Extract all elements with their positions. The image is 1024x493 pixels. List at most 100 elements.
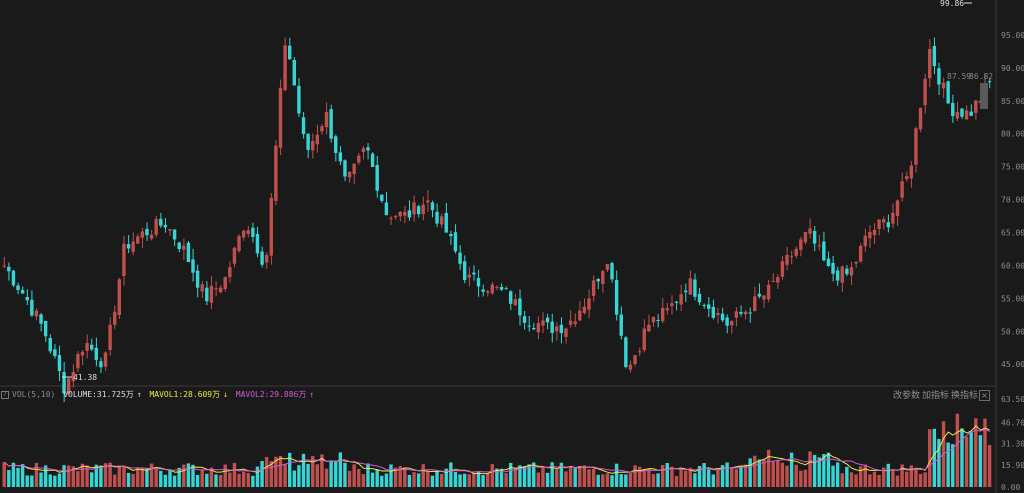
candle-body[interactable] <box>799 239 803 250</box>
candle-body[interactable] <box>730 321 734 326</box>
candle-body[interactable] <box>283 45 287 91</box>
candle-body[interactable] <box>2 265 6 267</box>
candle-body[interactable] <box>444 212 448 233</box>
volume-bar[interactable] <box>946 442 950 487</box>
candle-body[interactable] <box>195 270 200 288</box>
candle-body[interactable] <box>357 155 361 163</box>
volume-bar[interactable] <box>522 466 527 487</box>
candle-body[interactable] <box>366 147 370 151</box>
candle-body[interactable] <box>822 241 826 261</box>
volume-bar[interactable] <box>25 475 29 487</box>
candle-body[interactable] <box>34 310 39 317</box>
volume-bar[interactable] <box>292 470 296 487</box>
candle-body[interactable] <box>113 311 117 325</box>
candle-body[interactable] <box>665 308 669 311</box>
volume-bar[interactable] <box>601 474 605 487</box>
candle-body[interactable] <box>835 270 840 281</box>
candle-body[interactable] <box>324 111 329 128</box>
volume-bar[interactable] <box>172 475 177 487</box>
volume-bar[interactable] <box>403 467 407 487</box>
candle-body[interactable] <box>16 285 20 291</box>
candle-body[interactable] <box>564 328 568 337</box>
candle-body[interactable] <box>320 126 324 132</box>
candle-body[interactable] <box>255 233 260 254</box>
volume-bar[interactable] <box>739 465 743 487</box>
candle-body[interactable] <box>439 216 444 225</box>
volume-bar[interactable] <box>232 462 237 487</box>
candle-body[interactable] <box>974 100 978 113</box>
volume-bar[interactable] <box>154 469 158 487</box>
volume-bar[interactable] <box>426 472 430 487</box>
volume-bar[interactable] <box>76 471 80 487</box>
candle-body[interactable] <box>513 299 518 306</box>
candle-body[interactable] <box>697 293 702 303</box>
candle-body[interactable] <box>545 317 550 323</box>
volume-bar[interactable] <box>467 474 471 487</box>
volume-bar[interactable] <box>541 466 545 487</box>
candle-body[interactable] <box>522 316 527 323</box>
candle-body[interactable] <box>278 87 283 148</box>
candle-body[interactable] <box>688 278 692 295</box>
candle-body[interactable] <box>826 258 831 267</box>
volume-bar[interactable] <box>845 466 849 487</box>
candle-body[interactable] <box>987 81 992 83</box>
volume-bar[interactable] <box>209 467 214 487</box>
volume-bar[interactable] <box>527 464 531 487</box>
candle-body[interactable] <box>458 252 462 264</box>
volume-bar[interactable] <box>380 475 384 487</box>
volume-bar[interactable] <box>145 468 149 487</box>
volume-bar[interactable] <box>564 471 568 487</box>
candle-body[interactable] <box>780 261 785 277</box>
candle-body[interactable] <box>660 307 665 322</box>
candle-body[interactable] <box>670 303 674 306</box>
volume-bar[interactable] <box>858 466 863 487</box>
candle-body[interactable] <box>849 267 854 276</box>
volume-bar[interactable] <box>762 458 766 487</box>
candle-body[interactable] <box>619 314 623 336</box>
volume-bar[interactable] <box>375 469 379 487</box>
candle-body[interactable] <box>541 320 545 326</box>
candle-body[interactable] <box>421 204 425 215</box>
candle-body[interactable] <box>647 324 651 332</box>
candle-body[interactable] <box>785 254 789 265</box>
candle-body[interactable] <box>430 202 435 211</box>
candle-body[interactable] <box>228 267 232 278</box>
volume-bar[interactable] <box>186 463 191 487</box>
volume-bar[interactable] <box>707 469 711 487</box>
volume-bar[interactable] <box>205 473 209 487</box>
candle-body[interactable] <box>683 290 688 293</box>
volume-bar[interactable] <box>568 466 573 487</box>
candle-body[interactable] <box>734 311 739 318</box>
volume-bar[interactable] <box>987 445 992 487</box>
volume-bar[interactable] <box>559 462 564 487</box>
candle-body[interactable] <box>969 111 973 116</box>
candle-body[interactable] <box>794 248 798 256</box>
volume-bar[interactable] <box>430 475 435 487</box>
candle-body[interactable] <box>573 321 577 325</box>
volume-bar[interactable] <box>937 439 941 487</box>
volume-bar[interactable] <box>651 474 656 487</box>
volume-bar[interactable] <box>785 465 789 487</box>
candle-body[interactable] <box>62 371 66 394</box>
candle-body[interactable] <box>237 235 241 252</box>
candle-body[interactable] <box>315 134 320 145</box>
candle-body[interactable] <box>407 210 412 218</box>
candle-body[interactable] <box>117 279 122 316</box>
volume-bar[interactable] <box>928 429 932 487</box>
volume-bar[interactable] <box>614 463 619 487</box>
volume-bar[interactable] <box>619 474 623 487</box>
volume-bar[interactable] <box>637 466 642 487</box>
volume-bar[interactable] <box>900 464 904 487</box>
volume-bar[interactable] <box>62 465 66 487</box>
candle-body[interactable] <box>946 81 950 104</box>
volume-bar[interactable] <box>536 472 541 487</box>
candle-body[interactable] <box>951 102 955 117</box>
volume-bar[interactable] <box>195 474 200 487</box>
candle-body[interactable] <box>57 355 62 372</box>
candle-body[interactable] <box>711 306 716 318</box>
volume-bar[interactable] <box>656 473 660 487</box>
candle-body[interactable] <box>725 317 729 326</box>
volume-bar[interactable] <box>693 473 697 487</box>
volume-bar[interactable] <box>472 473 476 487</box>
candle-body[interactable] <box>707 304 711 309</box>
